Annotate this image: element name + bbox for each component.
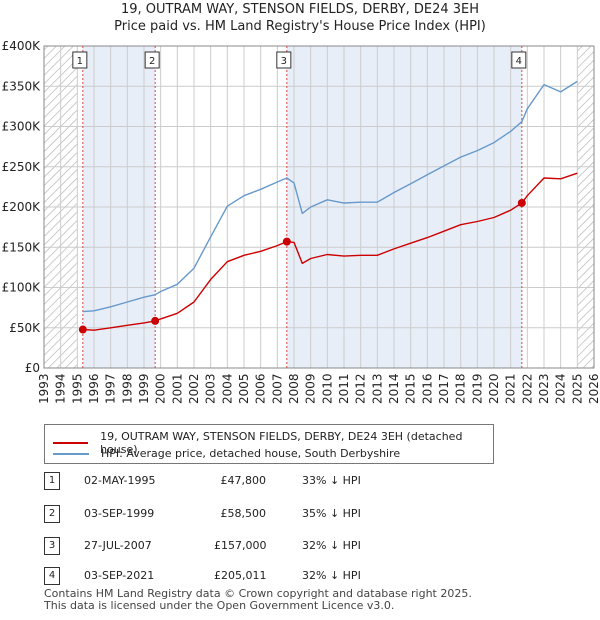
- y-tick-label: £200K: [2, 200, 42, 214]
- x-tick-label: 2006: [254, 373, 268, 404]
- sale-price: £47,800: [220, 474, 267, 487]
- legend-label-hpi: HPI: Average price, detached house, Sout…: [101, 447, 401, 460]
- x-tick-label: 2015: [404, 373, 418, 404]
- x-tick-label: 2020: [487, 373, 501, 404]
- x-tick-label: 2011: [337, 373, 351, 404]
- x-tick-label: 2013: [370, 373, 384, 404]
- y-tick-label: £300K: [2, 120, 42, 134]
- price-chart: £0 £50K £100K £150K £200K £250K £300K £350K £400…: [2, 39, 600, 404]
- table-row: 1 02-MAY-1995 £47,800 33% ↓ HPI: [44, 472, 444, 492]
- x-tick-label: 2014: [387, 373, 401, 404]
- x-tick-label: 2005: [237, 373, 251, 404]
- footer-note: Contains HM Land Registry data © Crown c…: [44, 588, 472, 612]
- x-tick-label: 2021: [504, 373, 518, 404]
- x-tick-label: 1997: [104, 373, 118, 404]
- sale-badge: 4: [44, 567, 60, 585]
- x-tick-label: 1998: [120, 373, 134, 404]
- sale-number-label: 4: [516, 56, 522, 67]
- sale-date: 03-SEP-1999: [84, 507, 155, 520]
- x-tick-label: 2003: [204, 373, 218, 404]
- x-tick-label: 2008: [287, 373, 301, 404]
- sale-badge: 1: [44, 472, 60, 490]
- sale-hpi-diff: 32% ↓ HPI: [302, 569, 361, 582]
- y-tick-label: £250K: [2, 160, 42, 174]
- chart-title: 19, OUTRAM WAY, STENSON FIELDS, DERBY, D…: [120, 2, 480, 17]
- x-tick-label: 1994: [54, 373, 68, 404]
- y-tick-label: £350K: [2, 79, 42, 93]
- table-row: 2 03-SEP-1999 £58,500 35% ↓ HPI: [44, 505, 444, 525]
- y-tick-label: £50K: [9, 321, 41, 335]
- legend-label-property: 19, OUTRAM WAY, STENSON FIELDS, DERBY, D…: [100, 430, 463, 456]
- x-tick-label: 2016: [420, 373, 434, 404]
- legend-swatch-property: [53, 442, 89, 444]
- sale-badge: 3: [44, 537, 60, 555]
- sale-hpi-diff: 33% ↓ HPI: [302, 474, 361, 487]
- x-tick-label: 2007: [270, 373, 284, 404]
- x-tick-label: 2025: [570, 373, 584, 404]
- sale-point: [282, 237, 291, 246]
- sale-price: £157,000: [214, 539, 267, 552]
- x-tick-label: 2009: [304, 373, 318, 404]
- x-tick-label: 1996: [87, 373, 101, 404]
- sale-number-box: [511, 51, 527, 69]
- x-tick-label: 2019: [470, 373, 484, 404]
- sale-date: 27-JUL-2007: [84, 539, 152, 552]
- sale-point: [517, 198, 526, 207]
- y-tick-label: £100K: [2, 281, 42, 295]
- x-tick-label: 1995: [70, 373, 84, 404]
- x-tick-label: 2018: [454, 373, 468, 404]
- x-tick-label: 1993: [37, 373, 51, 404]
- legend-item-property: 19, OUTRAM WAY, STENSON FIELDS, DERBY, D…: [53, 430, 493, 456]
- sale-badge: 2: [44, 505, 60, 523]
- table-row: 3 27-JUL-2007 £157,000 32% ↓ HPI: [44, 537, 444, 557]
- sale-hpi-diff: 32% ↓ HPI: [302, 539, 361, 552]
- chart-legend: 19, OUTRAM WAY, STENSON FIELDS, DERBY, D…: [44, 424, 494, 464]
- x-tick-label: 2012: [354, 373, 368, 404]
- y-tick-label: £0: [25, 361, 40, 375]
- x-tick-label: 1999: [137, 373, 151, 404]
- chart-subtitle: Price paid vs. HM Land Registry's House …: [114, 19, 486, 34]
- y-tick-label: £400K: [2, 39, 42, 53]
- x-tick-label: 2010: [320, 373, 334, 404]
- sale-number-label: 3: [281, 56, 287, 67]
- sale-number-box: [144, 51, 160, 69]
- x-tick-label: 2024: [554, 373, 568, 404]
- sale-date: 03-SEP-2021: [84, 569, 155, 582]
- series-line-hpi: [82, 80, 578, 313]
- table-row: 4 03-SEP-2021 £205,011 32% ↓ HPI: [44, 567, 444, 587]
- x-tick-label: 2000: [154, 373, 168, 404]
- y-tick-label: £150K: [2, 240, 42, 254]
- plot-border: [43, 45, 595, 369]
- sale-hpi-diff: 35% ↓ HPI: [302, 507, 361, 520]
- footer-line-1: Contains HM Land Registry data © Crown c…: [44, 587, 472, 600]
- x-tick-label: 2004: [220, 373, 234, 404]
- sale-date: 02-MAY-1995: [84, 474, 156, 487]
- legend-swatch-hpi: [53, 452, 89, 455]
- footer-line-2: This data is licensed under the Open Gov…: [44, 599, 395, 612]
- x-tick-label: 2022: [520, 373, 534, 404]
- sale-price: £58,500: [220, 507, 267, 520]
- sale-point: [78, 325, 87, 334]
- sale-number-label: 1: [77, 56, 83, 67]
- legend-item-hpi: HPI: Average price, detached house, Sout…: [53, 447, 400, 460]
- sale-number-box: [276, 51, 292, 69]
- x-tick-label: 2001: [170, 373, 184, 404]
- x-tick-label: 2026: [587, 373, 600, 404]
- sale-price: £205,011: [214, 569, 267, 582]
- sale-point: [151, 316, 160, 325]
- sale-number-box: [72, 51, 88, 69]
- x-tick-label: 2017: [437, 373, 451, 404]
- x-tick-label: 2023: [537, 373, 551, 404]
- sale-number-label: 2: [149, 56, 155, 67]
- x-tick-label: 2002: [187, 373, 201, 404]
